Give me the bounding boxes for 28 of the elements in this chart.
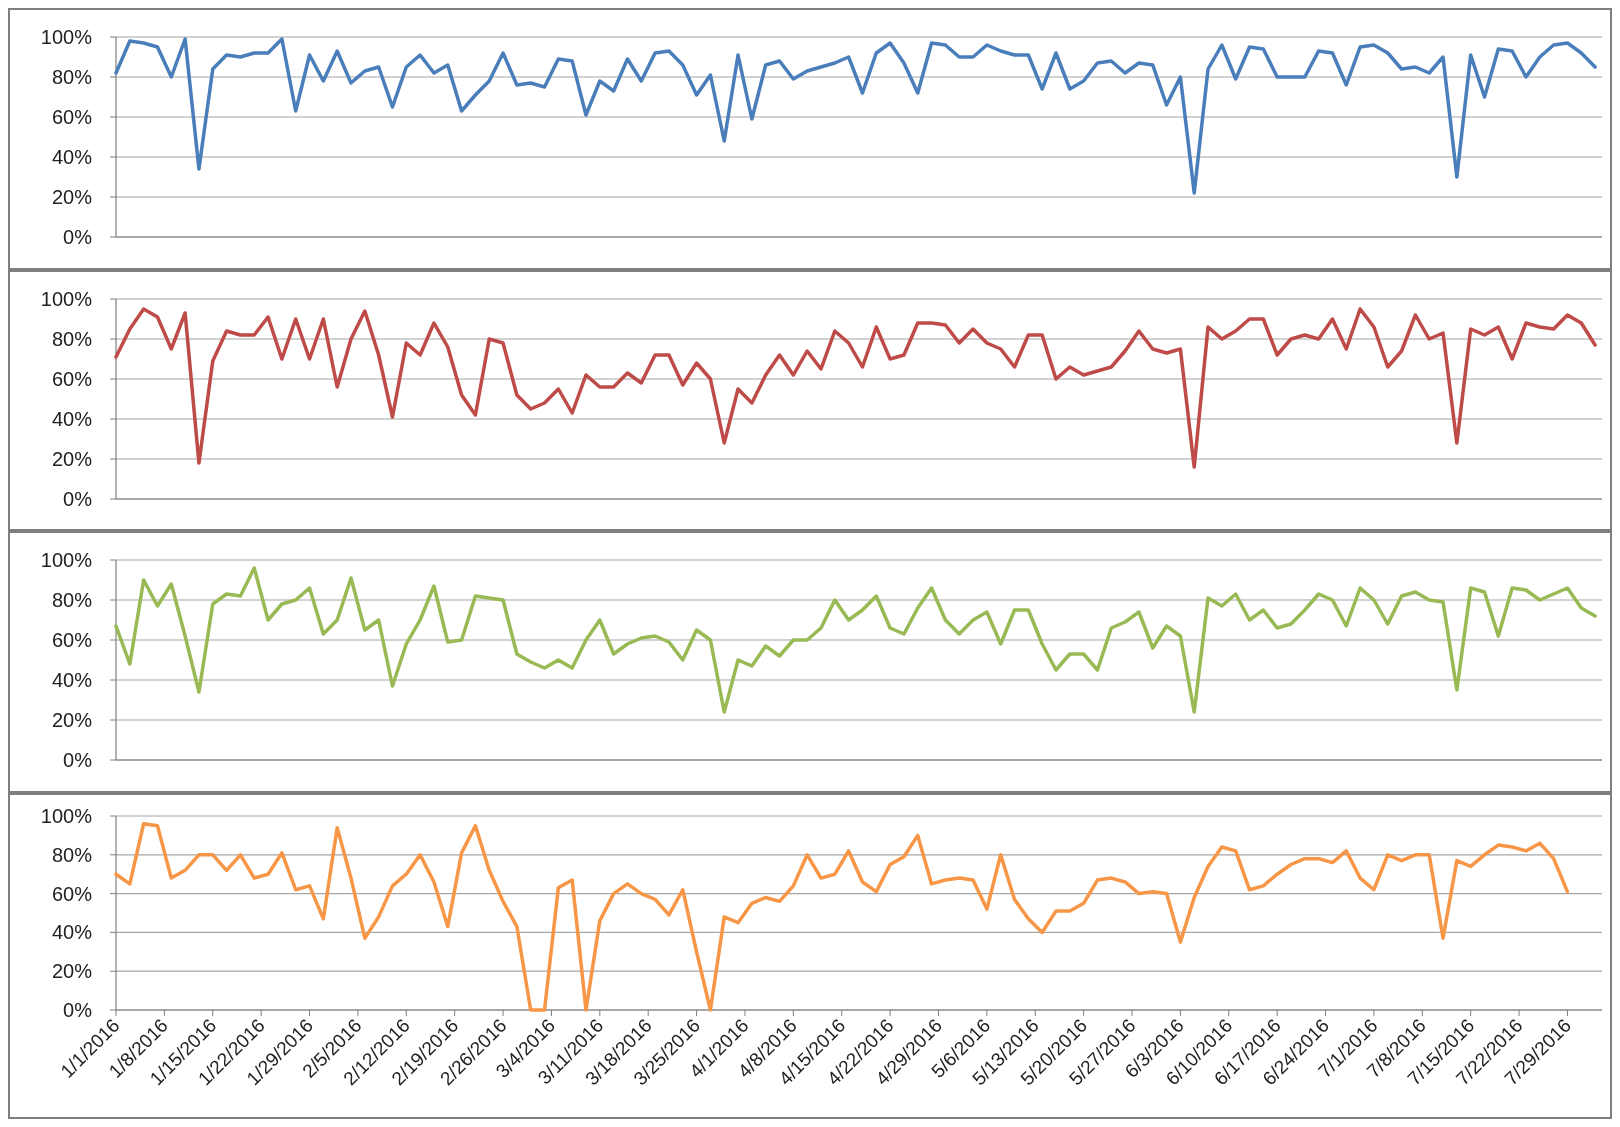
y-tick-label: 0%	[63, 488, 93, 510]
y-tick-label: 20%	[51, 448, 93, 470]
y-tick-label: 100%	[40, 288, 93, 310]
y-tick-label: 20%	[51, 709, 93, 731]
y-tick-label: 40%	[51, 921, 93, 944]
y-tick-label: 80%	[51, 328, 93, 350]
y-tick-label: 0%	[63, 999, 93, 1021]
y-tick-label: 100%	[40, 26, 93, 48]
y-tick-label: 60%	[51, 882, 93, 905]
y-tick-label: 40%	[51, 669, 93, 691]
y-tick-label: 100%	[40, 549, 93, 571]
y-tick-label: 100%	[40, 805, 93, 827]
y-tick-label: 0%	[63, 749, 93, 771]
line-series	[114, 37, 1597, 195]
y-tick-label: 60%	[51, 629, 93, 651]
y-tick-label: 20%	[51, 960, 93, 983]
y-tick-label: 80%	[51, 843, 93, 866]
y-tick-label: 60%	[51, 106, 93, 128]
y-tick-label: 80%	[51, 66, 93, 88]
y-tick-label: 60%	[51, 368, 93, 390]
line-series	[114, 566, 1597, 714]
y-tick-label: 20%	[51, 186, 93, 208]
y-tick-label: 40%	[51, 408, 93, 430]
line-series	[114, 822, 1570, 1012]
line-series	[114, 307, 1597, 469]
y-tick-label: 40%	[51, 146, 93, 168]
y-tick-label: 0%	[63, 226, 93, 248]
y-tick-label: 80%	[51, 589, 93, 611]
